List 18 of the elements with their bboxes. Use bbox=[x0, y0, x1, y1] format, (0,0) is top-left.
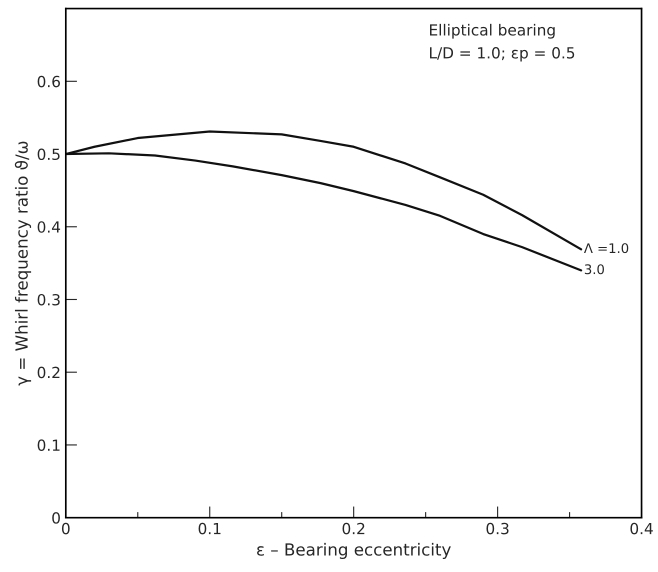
x-tick-label: 0.2 bbox=[342, 522, 364, 534]
x-tick-label: 0.4 bbox=[630, 522, 653, 534]
x-tick-label: 0 bbox=[62, 522, 70, 534]
annotation: L/D = 1.0; εp = 0.5 bbox=[430, 47, 574, 62]
y-tick-label: 0.2 bbox=[38, 366, 60, 378]
y-tick-label: 0.3 bbox=[38, 294, 60, 306]
series-label: Λ =1.0 bbox=[584, 243, 628, 254]
y-tick-label: 0 bbox=[52, 512, 60, 524]
y-axis-title: γ = Whirl frequency ratio ϑ/ω bbox=[14, 142, 32, 386]
y-tick-label: 0.5 bbox=[38, 148, 60, 160]
y-tick-label: 0.6 bbox=[38, 76, 60, 88]
x-tick-label: 0.1 bbox=[198, 522, 220, 534]
x-axis-title: ε – Bearing eccentricity bbox=[257, 542, 451, 559]
series-label: 3.0 bbox=[584, 264, 604, 274]
x-tick-label: 0.3 bbox=[486, 522, 509, 534]
y-tick-label: 0.1 bbox=[38, 439, 60, 451]
annotation: Elliptical bearing bbox=[430, 24, 555, 39]
y-tick-label: 0.4 bbox=[38, 221, 60, 233]
